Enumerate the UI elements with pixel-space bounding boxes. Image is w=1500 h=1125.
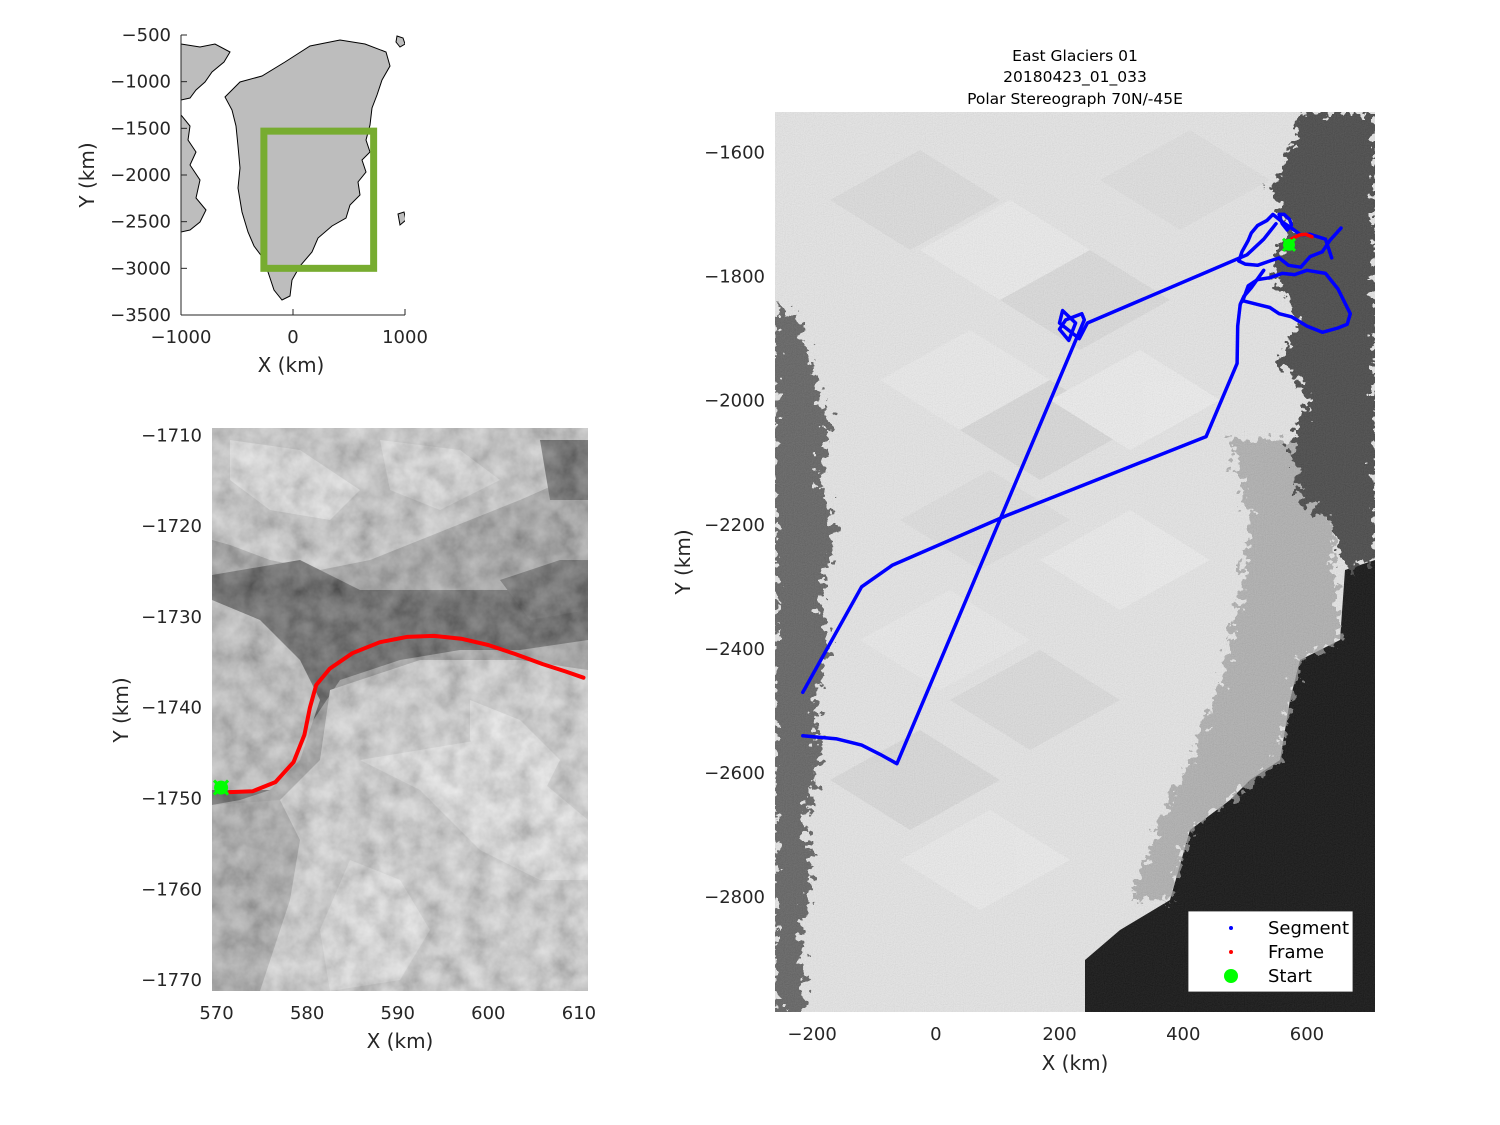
map-title-line-3: Polar Stereograph 70N/-45E [967, 90, 1183, 108]
ice-sheet-texture [775, 112, 1375, 1012]
flight-track-map: East Glaciers 01 20180423_01_033 Polar S… [671, 47, 1375, 1075]
y-tick-label: −3500 [110, 305, 171, 326]
y-tick-label: −500 [122, 25, 171, 46]
x-tick-label: 600 [471, 1003, 505, 1024]
y-tick-label: −1770 [141, 970, 202, 991]
y-tick-label: −2000 [110, 165, 171, 186]
frame-zoom-map: 570 580 590 600 610 −1710 −1720 −1730 −1740 −1750… [109, 425, 596, 1053]
y-tick-label: −1500 [110, 118, 171, 139]
y-tick-label: −1720 [141, 516, 202, 537]
track-map-xlabel: X (km) [1042, 1051, 1109, 1075]
x-tick-label: 0 [930, 1024, 941, 1045]
y-tick-label: −1730 [141, 607, 202, 628]
x-tick-label: 570 [199, 1003, 233, 1024]
legend-frame-label: Frame [1268, 942, 1324, 963]
legend: Segment Frame Start [1187, 910, 1354, 993]
legend-segment-label: Segment [1268, 918, 1349, 939]
x-tick-label: 0 [287, 327, 298, 348]
overview-map: −1000 0 1000 −500 −1000 −1500 −2000 −2500 −3000 −… [75, 25, 428, 377]
zoom-ylabel: Y (km) [109, 677, 133, 743]
legend-entry-segment: Segment [1229, 918, 1349, 939]
overview-ticks: −1000 0 1000 −500 −1000 −1500 −2000 −2500 −3000 −… [110, 25, 428, 348]
y-tick-label: −1710 [141, 425, 202, 446]
start-point-cross [212, 779, 230, 796]
start-point-cross [1281, 237, 1297, 252]
x-tick-label: 590 [381, 1003, 415, 1024]
x-tick-label: 610 [562, 1003, 596, 1024]
y-tick-label: −1800 [704, 266, 765, 287]
map-title-line-1: East Glaciers 01 [1012, 47, 1138, 65]
legend-entry-start: Start [1224, 966, 1312, 987]
track-map-ticks: −200 0 200 400 600−1600−1800−2000−2200−2400−… [704, 142, 1324, 1045]
x-tick-label: 1000 [382, 327, 428, 348]
legend-box [1187, 910, 1354, 993]
segment-path [801, 221, 1278, 766]
y-tick-label: −1600 [704, 142, 765, 163]
baffin-land [181, 114, 207, 233]
zoom-ticks: 570 580 590 600 610 −1710 −1720 −1730 −1740 −1750… [141, 425, 596, 1024]
legend-start-label: Start [1268, 966, 1312, 987]
y-tick-label: −2500 [110, 212, 171, 233]
track-map-ylabel: Y (km) [671, 529, 695, 595]
segment-path [1240, 268, 1353, 335]
zoom-xlabel: X (km) [367, 1029, 434, 1053]
y-tick-label: −2000 [704, 391, 765, 412]
y-tick-label: −2400 [704, 639, 765, 660]
greenland-land [224, 39, 391, 301]
x-tick-label: −200 [787, 1024, 836, 1045]
legend-entry-frame: Frame [1229, 942, 1324, 963]
overview-xlabel: X (km) [258, 353, 325, 377]
x-tick-label: −1000 [151, 327, 212, 348]
x-tick-label: 580 [290, 1003, 324, 1024]
segment-path [1237, 226, 1343, 269]
segment-path [1277, 212, 1294, 232]
y-tick-label: −1740 [141, 698, 202, 719]
y-tick-label: −3000 [110, 258, 171, 279]
x-tick-label: 600 [1290, 1024, 1324, 1045]
y-tick-label: −2800 [704, 887, 765, 908]
map-title-line-2: 20180423_01_033 [1003, 68, 1147, 87]
y-tick-label: −2600 [704, 763, 765, 784]
x-tick-label: 400 [1166, 1024, 1200, 1045]
svalbard-land [395, 35, 405, 48]
y-tick-label: −1000 [110, 72, 171, 93]
overview-ylabel: Y (km) [75, 142, 99, 208]
region-box [260, 127, 378, 272]
x-tick-label: 200 [1042, 1024, 1076, 1045]
y-tick-label: −1750 [141, 788, 202, 809]
legend-start-marker [1224, 969, 1238, 983]
start-marker-overview [1281, 237, 1297, 252]
canada-land [181, 43, 231, 101]
legend-frame-marker [1229, 950, 1233, 954]
y-tick-label: −1760 [141, 879, 202, 900]
y-tick-label: −2200 [704, 515, 765, 536]
iceland-land [397, 211, 405, 226]
zoom-imagery-texture [212, 428, 588, 991]
start-marker [212, 779, 230, 796]
legend-segment-marker [1229, 926, 1233, 930]
frame-track-line [228, 633, 586, 795]
